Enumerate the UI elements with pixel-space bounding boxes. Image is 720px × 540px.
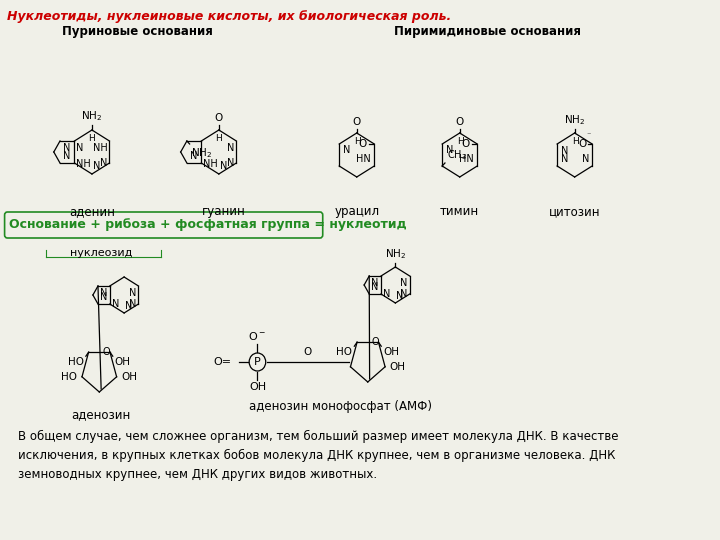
Text: OH: OH: [390, 362, 405, 372]
Text: O: O: [303, 347, 311, 357]
Text: O: O: [353, 117, 361, 127]
Text: N: N: [371, 282, 379, 292]
Text: NH: NH: [76, 159, 91, 169]
Text: N: N: [76, 143, 84, 153]
Text: O: O: [456, 117, 464, 127]
Text: NH: NH: [203, 159, 218, 169]
Text: N: N: [227, 158, 235, 168]
Text: N: N: [371, 278, 379, 288]
Text: аденин: аденин: [69, 205, 115, 218]
Text: O: O: [578, 139, 587, 149]
Text: HO: HO: [68, 357, 84, 367]
Text: P: P: [254, 357, 261, 367]
Text: H: H: [215, 134, 222, 143]
Text: N: N: [100, 158, 107, 168]
Text: N: N: [100, 288, 107, 298]
Text: N: N: [189, 151, 197, 161]
Text: аденозин: аденозин: [71, 408, 131, 421]
Text: H: H: [457, 137, 464, 146]
Text: гуанин: гуанин: [202, 205, 246, 218]
Text: N: N: [130, 288, 137, 298]
Text: O: O: [372, 337, 379, 347]
Text: HN: HN: [356, 154, 371, 164]
Text: N: N: [561, 154, 568, 164]
Text: N: N: [383, 289, 390, 299]
Text: N: N: [112, 299, 119, 309]
Text: OH: OH: [383, 347, 399, 357]
Text: N: N: [125, 301, 132, 311]
Text: O: O: [215, 113, 223, 123]
Text: В общем случае, чем сложнее организм, тем больший размер имеет молекула ДНК. В к: В общем случае, чем сложнее организм, те…: [19, 430, 619, 481]
Text: N: N: [396, 291, 404, 301]
Text: урацил: урацил: [334, 205, 379, 218]
Text: NH: NH: [93, 143, 107, 153]
Text: H: H: [89, 134, 95, 143]
Text: Нуклеотиды, нуклеиновые кислоты, их биологическая роль.: Нуклеотиды, нуклеиновые кислоты, их биол…: [7, 10, 451, 23]
Text: N: N: [343, 145, 350, 155]
Text: OH: OH: [249, 382, 266, 392]
Text: O$^-$: O$^-$: [248, 330, 266, 342]
Text: O=: O=: [214, 357, 232, 367]
Text: N: N: [400, 278, 408, 288]
Text: O: O: [103, 347, 110, 357]
Text: OH: OH: [121, 372, 138, 382]
Text: Пуриновые основания: Пуриновые основания: [63, 25, 213, 38]
Text: N: N: [400, 289, 408, 299]
Text: CH$_3$: CH$_3$: [447, 148, 467, 162]
Text: N: N: [93, 161, 100, 171]
Text: цитозин: цитозин: [549, 205, 600, 218]
Text: O: O: [359, 139, 367, 149]
Text: NH$_2$: NH$_2$: [81, 109, 102, 123]
Text: аденозин монофосфат (АМФ): аденозин монофосфат (АМФ): [248, 400, 432, 413]
Text: тимин: тимин: [440, 205, 480, 218]
Text: N: N: [227, 143, 235, 153]
Text: нуклеозид: нуклеозид: [70, 248, 132, 258]
Text: N: N: [446, 145, 454, 155]
Text: NH$_2$: NH$_2$: [384, 247, 406, 261]
Text: N: N: [561, 146, 568, 156]
Text: Пиримидиновые основания: Пиримидиновые основания: [394, 25, 581, 38]
Text: H: H: [572, 137, 579, 146]
Text: N: N: [100, 292, 107, 302]
Text: OH: OH: [114, 357, 130, 367]
Text: O: O: [462, 139, 470, 149]
Text: N: N: [130, 299, 137, 309]
Text: HN: HN: [459, 154, 474, 164]
Text: N: N: [220, 161, 227, 171]
Text: N: N: [582, 154, 590, 164]
Text: ⁻: ⁻: [587, 130, 591, 139]
Text: NH$_2$: NH$_2$: [192, 146, 212, 160]
Text: HO: HO: [61, 372, 77, 382]
Text: H: H: [354, 137, 361, 146]
Text: Основание + рибоза + фосфатная группа = нуклеотид: Основание + рибоза + фосфатная группа = …: [9, 218, 407, 231]
Text: N: N: [63, 151, 70, 161]
Text: N: N: [63, 143, 70, 153]
Text: HO: HO: [336, 347, 353, 357]
Text: NH$_2$: NH$_2$: [564, 113, 585, 127]
